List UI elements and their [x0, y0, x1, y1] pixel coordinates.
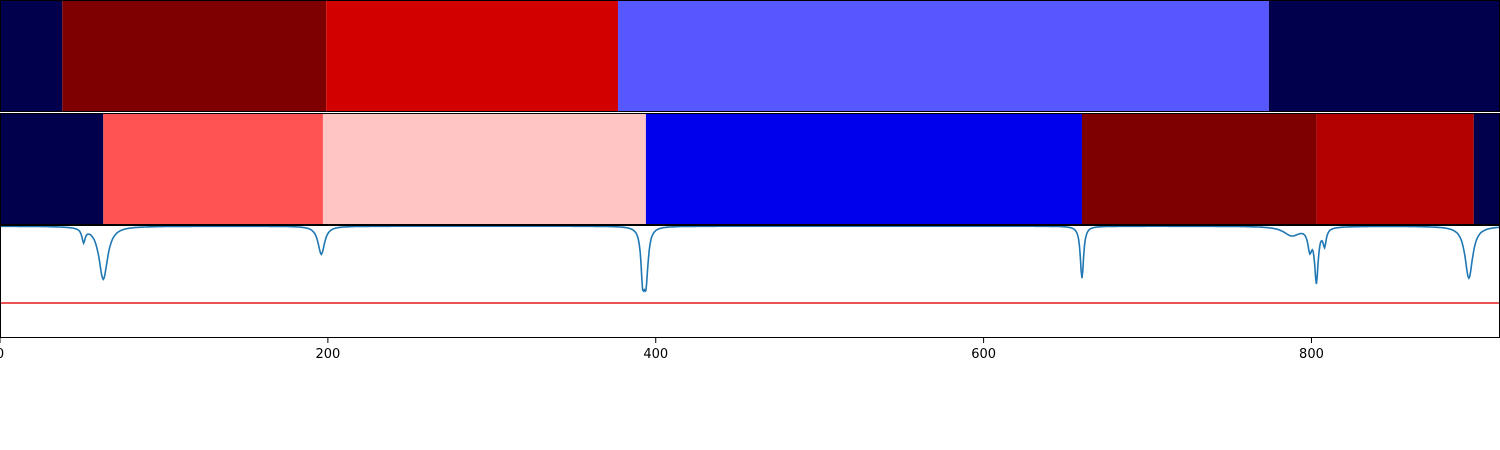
segment-2 [62, 0, 327, 112]
x-tick-label: 0 [0, 347, 4, 362]
segment-3 [326, 0, 619, 112]
segment-3 [322, 113, 646, 225]
segment-1 [0, 0, 63, 112]
dip-signal-panel [0, 225, 1500, 338]
segment-4 [618, 0, 1269, 112]
x-tick-label: 800 [1299, 347, 1324, 362]
segment-5 [1268, 0, 1500, 112]
x-tick-label: 200 [315, 347, 340, 362]
segment-6 [1316, 113, 1474, 225]
x-tick-label: 400 [643, 347, 668, 362]
x-axis: 0 200 400 600 800 [0, 338, 1324, 362]
segment-7 [1473, 113, 1500, 225]
line-panel-frame [0, 225, 1500, 338]
segment-4 [645, 113, 1082, 225]
top-segment-bar [0, 0, 1500, 112]
segment-5 [1081, 113, 1317, 225]
x-tick-label: 600 [971, 347, 996, 362]
segment-1 [0, 113, 104, 225]
segment-2 [103, 113, 323, 225]
middle-segment-bar [0, 113, 1500, 225]
signal-line-1 [0, 225, 1500, 293]
